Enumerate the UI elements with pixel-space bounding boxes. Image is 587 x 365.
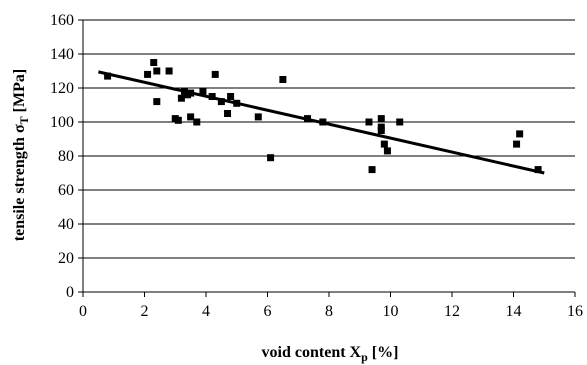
data-point bbox=[377, 127, 385, 134]
y-tick-label: 60 bbox=[58, 182, 74, 199]
data-point bbox=[254, 113, 262, 121]
x-tick-label: 2 bbox=[141, 303, 149, 320]
trendline bbox=[98, 70, 545, 175]
y-tick-label: 80 bbox=[58, 148, 74, 165]
data-point bbox=[279, 76, 287, 83]
data-point bbox=[177, 94, 185, 102]
y-axis-title-unit: [MPa] bbox=[11, 69, 28, 117]
x-axis-title-subscript: p bbox=[361, 350, 368, 364]
y-tick-label: 100 bbox=[50, 114, 74, 131]
data-point bbox=[365, 118, 373, 126]
data-point bbox=[153, 67, 161, 75]
x-axis-title-unit: [%] bbox=[368, 344, 399, 361]
x-tick-label: 10 bbox=[383, 303, 399, 320]
data-point bbox=[224, 110, 232, 117]
x-axis-title-main: void content X bbox=[262, 344, 362, 361]
y-tick-label: 20 bbox=[58, 250, 74, 267]
data-point bbox=[267, 154, 275, 162]
data-point bbox=[217, 98, 225, 106]
data-point bbox=[380, 140, 388, 148]
x-tick-label: 6 bbox=[264, 303, 272, 320]
y-tick-label: 40 bbox=[58, 216, 74, 233]
data-point bbox=[104, 72, 112, 80]
data-point bbox=[199, 87, 207, 95]
data-point bbox=[227, 93, 235, 100]
y-axis-title: tensile strength σT [MPa] bbox=[11, 69, 31, 241]
y-tick-label: 140 bbox=[50, 46, 74, 63]
x-tick-label: 12 bbox=[444, 303, 460, 320]
data-point bbox=[150, 59, 158, 66]
data-point bbox=[211, 70, 219, 78]
data-point bbox=[144, 70, 152, 78]
x-tick-label: 8 bbox=[325, 303, 333, 320]
data-point bbox=[513, 140, 521, 148]
y-axis-title-main: tensile strength σ bbox=[11, 124, 28, 241]
y-axis-title-subscript: T bbox=[17, 116, 31, 124]
y-tick-label: 0 bbox=[66, 284, 74, 301]
x-tick-label: 4 bbox=[202, 303, 210, 320]
x-tick-labels: 0 2 4 6 8 10 12 14 16 bbox=[79, 303, 583, 320]
x-tick-label: 14 bbox=[506, 303, 522, 320]
y-tick-labels: 0 20 40 60 80 100 120 140 160 bbox=[50, 12, 74, 301]
data-point bbox=[396, 118, 404, 126]
trendline-group bbox=[98, 70, 545, 175]
data-point bbox=[534, 166, 542, 174]
data-point bbox=[153, 98, 161, 106]
data-point bbox=[383, 147, 391, 155]
data-point bbox=[187, 113, 195, 121]
data-point bbox=[368, 166, 376, 174]
x-axis-title: void content Xp [%] bbox=[262, 344, 399, 364]
data-point bbox=[174, 116, 182, 124]
x-tick-label: 0 bbox=[79, 303, 87, 320]
axes bbox=[78, 19, 576, 297]
data-point bbox=[193, 118, 201, 126]
y-tick-label: 120 bbox=[50, 80, 74, 97]
grid-lines bbox=[83, 19, 575, 259]
y-tick-label: 160 bbox=[50, 12, 74, 29]
x-tick-label: 16 bbox=[567, 303, 583, 320]
data-point bbox=[516, 130, 524, 138]
data-point bbox=[377, 115, 385, 123]
data-point bbox=[165, 67, 173, 75]
